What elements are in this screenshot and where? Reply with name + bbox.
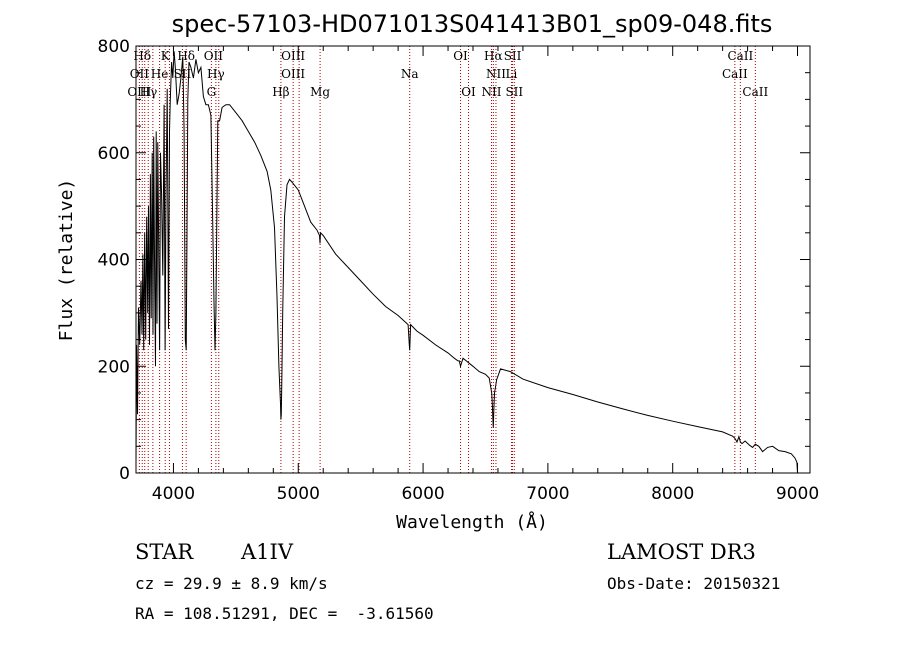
spectral-line-label: OI	[453, 49, 468, 63]
object-subclass: A1IV	[241, 540, 293, 564]
spectral-line-label: Hβ	[272, 85, 289, 99]
spectral-line-label: CaII	[742, 85, 768, 99]
spectrum-series-line	[135, 51, 798, 474]
x-axis-ticks: 4000 5000 6000 7000 8000 9000	[152, 46, 819, 504]
y-tick-label: 600	[98, 144, 130, 164]
x-tick-label: 6000	[401, 484, 444, 504]
spectral-line-label: OII	[130, 67, 150, 81]
spectral-line-label: Li	[506, 67, 518, 81]
object-class: STAR	[135, 540, 194, 564]
spectral-line-label: Mg	[310, 85, 330, 99]
spectral-line-label: SII	[505, 85, 523, 99]
survey-name: LAMOST DR3	[607, 540, 756, 564]
observation-date: Obs-Date: 20150321	[607, 574, 781, 593]
y-tick-label: 400	[98, 251, 130, 271]
x-tick-label: 7000	[526, 484, 569, 504]
spectral-line-label: SII	[504, 49, 522, 63]
spectral-line-label: OIII	[281, 49, 305, 63]
spectral-line-label: NII	[481, 85, 501, 99]
spectral-line-label: CaII	[722, 67, 748, 81]
spectral-line-label: Hγ	[140, 85, 158, 99]
y-tick-label: 0	[119, 464, 130, 484]
x-tick-label: 8000	[651, 484, 694, 504]
y-tick-label: 800	[98, 37, 130, 57]
spectral-line-label: Hγ	[207, 67, 225, 81]
spectral-line-label: G	[207, 85, 217, 99]
x-tick-label: 9000	[776, 484, 819, 504]
plot-frame	[135, 45, 811, 474]
spectral-line-label: SII	[174, 67, 192, 81]
spectral-line-label: OII	[204, 49, 224, 63]
x-axis-label: Wavelength (Å)	[396, 511, 548, 533]
spectral-line-label: Na	[401, 67, 419, 81]
spectral-line-label: Hδ	[133, 49, 151, 63]
spectral-line-label: OIII	[281, 67, 305, 81]
spectral-line-label: He	[151, 67, 169, 81]
y-axis-ticks: 0 200 400 600 800	[98, 37, 810, 484]
redshift-velocity: cz = 29.9 ± 8.9 km/s	[135, 574, 328, 593]
spectral-line-label: OIII	[127, 85, 151, 99]
y-tick-label: 200	[98, 357, 130, 377]
spectral-marker-lines	[138, 46, 756, 473]
spectral-line-label: Hδ	[177, 49, 195, 63]
spectral-line-label: OI	[461, 85, 476, 99]
chart-title: spec-57103-HD071013S041413B01_sp09-048.f…	[172, 10, 773, 38]
spectral-line-label: Hα	[484, 49, 503, 63]
y-axis-label: Flux (relative)	[56, 179, 77, 342]
x-tick-label: 5000	[277, 484, 320, 504]
x-tick-label: 4000	[152, 484, 195, 504]
spectral-line-label: K	[161, 49, 171, 63]
spectral-line-label: NII	[486, 67, 506, 81]
coordinates: RA = 108.51291, DEC = -3.61560	[135, 604, 434, 623]
spectral-line-label: CaII	[727, 49, 753, 63]
